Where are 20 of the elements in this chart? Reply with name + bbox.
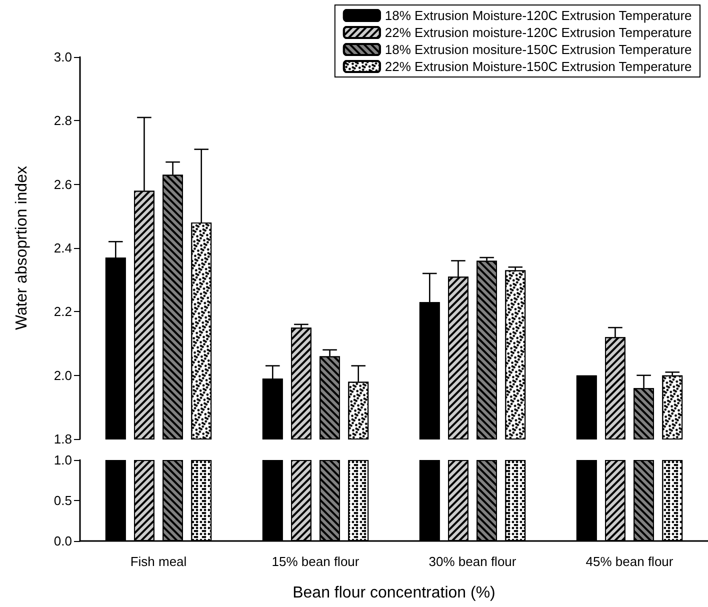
legend-label: 18% Extrusion Moisture-120C Extrusion Temperature — [384, 8, 692, 23]
x-tick-label: 30% bean flour — [428, 554, 517, 569]
y-tick-label: 0.5 — [54, 493, 72, 508]
y-tick-label: 2.6 — [54, 176, 72, 192]
y-tick-label: 3.0 — [54, 50, 72, 64]
x-tick-label: Fish meal — [130, 554, 187, 569]
y-tick-label: 0.0 — [54, 534, 72, 548]
legend-label: 22% Extrusion moisture-120C Extrusion Temperature — [384, 25, 692, 40]
y-tick-label: 1.8 — [54, 432, 72, 446]
y-tick-label: 1.0 — [54, 452, 72, 468]
legend-label: 18% Extrusion mositure-150C Extrusion Temperature — [384, 42, 692, 57]
x-axis-title: Bean flour concentration (%) — [292, 584, 496, 602]
x-tick-label: 15% bean flour — [272, 554, 360, 569]
y-axis-title: Water absoprtion index — [14, 166, 30, 330]
legend-label: 22% Extrusion Moisture-150C Extrusion Temperature — [384, 59, 692, 74]
y-tick-label: 2.0 — [54, 368, 72, 383]
x-tick-label: 45% bean flour — [586, 554, 674, 569]
y-tick-label: 2.4 — [54, 240, 72, 256]
y-tick-label: 2.2 — [54, 304, 72, 320]
y-tick-label: 2.8 — [54, 113, 72, 128]
